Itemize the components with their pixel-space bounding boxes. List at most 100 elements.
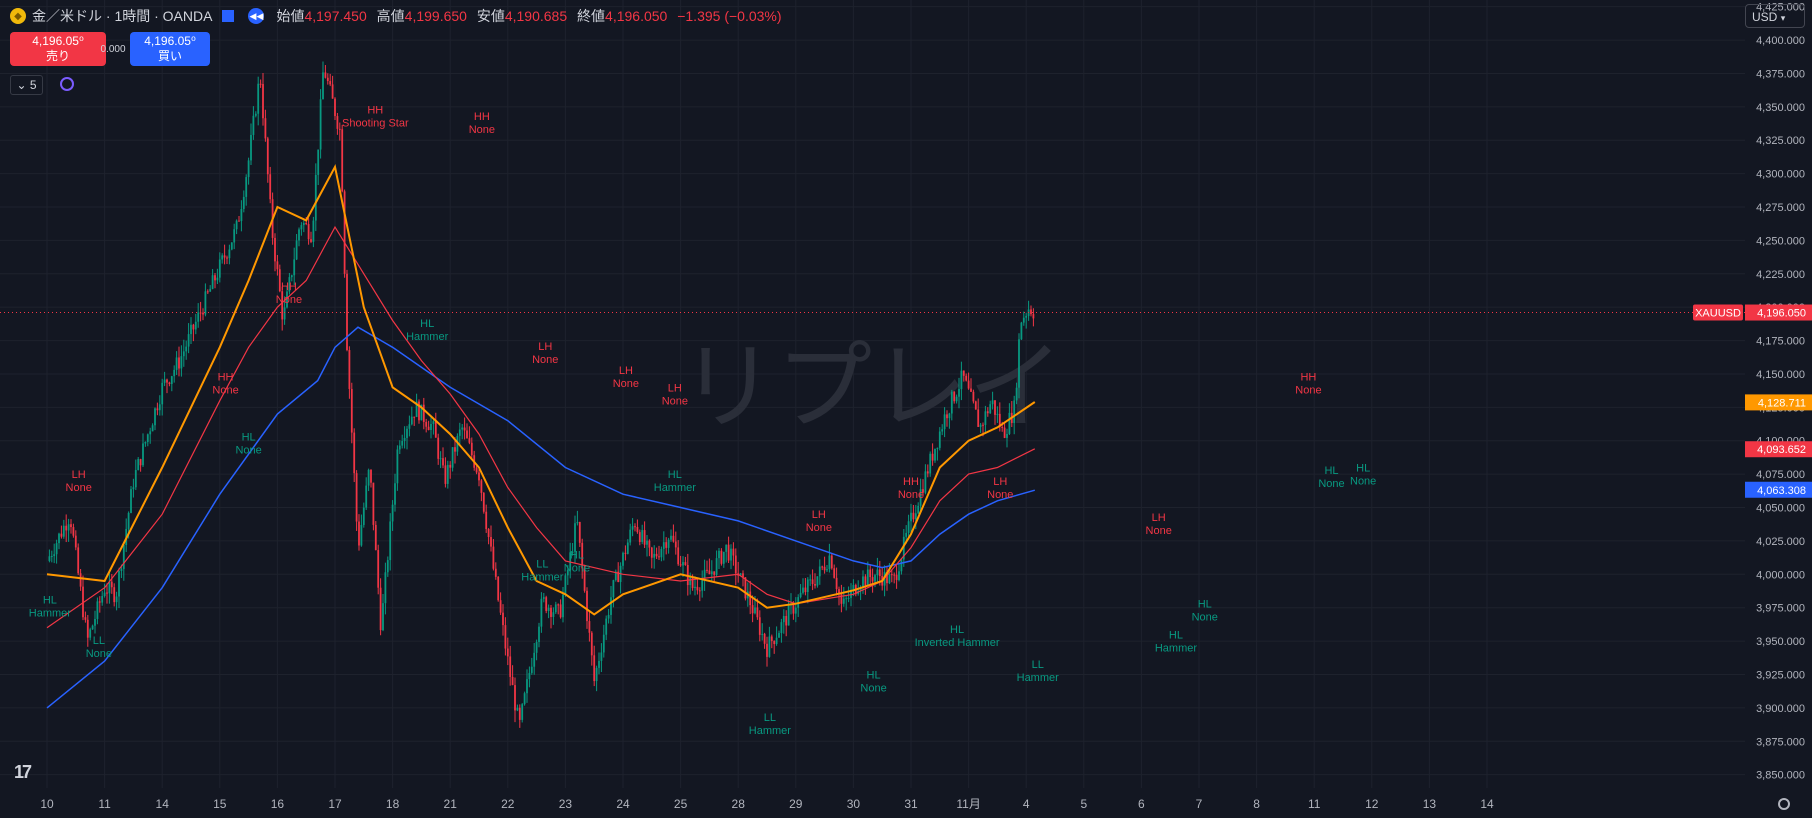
candle-body	[192, 324, 195, 330]
x-tick-label: 14	[1480, 797, 1494, 811]
replay-rewind-icon[interactable]: ◀◀	[248, 8, 265, 24]
swing-label-pattern: None	[532, 354, 558, 366]
candle-body	[646, 540, 648, 545]
tradingview-logo[interactable]: 17	[14, 762, 32, 782]
y-tick-label: 4,375.000	[1756, 68, 1805, 80]
candle-body	[410, 416, 413, 425]
candle-body	[979, 424, 982, 427]
currency-select[interactable]: USD ▾	[1745, 4, 1805, 28]
candle-body	[134, 470, 137, 488]
candle-body	[974, 401, 977, 410]
candle-body	[149, 431, 152, 435]
candle-body	[302, 222, 305, 226]
candle-body	[713, 571, 716, 575]
y-tick-label: 4,250.000	[1756, 235, 1805, 247]
y-tick-label: 4,350.000	[1756, 102, 1805, 114]
symbol-title[interactable]: 金／米ドル · 1時間 · OANDA	[32, 8, 213, 24]
candle-body	[276, 261, 279, 270]
candle-body	[82, 586, 84, 618]
candle-body	[494, 568, 497, 577]
candle-body	[749, 591, 752, 606]
swing-label-pattern: None	[987, 489, 1013, 501]
sell-button[interactable]: 4,196.05⁰ 売り	[10, 32, 106, 66]
candle-body	[307, 224, 310, 240]
candle-body	[1030, 309, 1032, 315]
candle-body	[953, 391, 956, 402]
candle-body	[322, 72, 324, 100]
settings-gear-icon[interactable]	[1778, 798, 1790, 810]
candle-body	[989, 404, 992, 414]
candle-body	[768, 636, 771, 657]
x-tick-label: 28	[732, 797, 746, 811]
candle-body	[958, 389, 960, 397]
candle-body	[950, 391, 953, 414]
ma-fast-line	[46, 163, 1036, 616]
candle-body	[326, 77, 329, 82]
candle-body	[912, 512, 915, 520]
time-axis[interactable]: 10 11 14 15 16 17 18 21 22 23 24 25 28 29 30 31 11月 4 5 6 7 8…	[40, 797, 1494, 811]
candle-body	[521, 704, 524, 720]
swing-label-pattern: None	[1295, 385, 1321, 397]
candle-body	[914, 513, 917, 520]
x-tick-label: 8	[1253, 797, 1260, 811]
candle-body	[739, 573, 742, 576]
candle-body	[362, 507, 365, 525]
candle-body	[967, 380, 970, 389]
ma-mid-line	[46, 225, 1036, 629]
candle-body	[631, 526, 634, 530]
candle-body	[761, 633, 764, 635]
y-tick-label: 4,050.000	[1756, 503, 1805, 515]
flag-icon[interactable]	[222, 10, 235, 22]
candle-body	[634, 526, 636, 528]
swing-label-type: LH	[72, 469, 86, 481]
candle-body	[886, 571, 888, 584]
candle-body	[624, 552, 627, 554]
buy-button[interactable]: 4,196.05⁰ 買い	[130, 32, 210, 66]
candle-body	[110, 581, 113, 588]
candle-body	[146, 434, 149, 442]
swing-label-pattern: None	[86, 648, 112, 660]
candle-body	[221, 255, 224, 260]
candle-body	[1001, 426, 1004, 428]
sync-icon[interactable]	[60, 77, 74, 91]
swing-label-type: HL	[668, 469, 682, 481]
indicator-count: 5	[29, 78, 37, 92]
candle-body	[413, 416, 416, 418]
candle-body	[838, 589, 840, 595]
candle-body	[754, 607, 756, 614]
candle-body	[370, 469, 372, 483]
candle-body	[562, 594, 564, 618]
candle-body	[986, 411, 989, 414]
candle-body	[223, 255, 226, 258]
candle-body	[490, 537, 492, 547]
candle-body	[994, 400, 996, 415]
swing-label-type: LH	[538, 341, 552, 353]
y-tick-label: 4,025.000	[1756, 536, 1805, 548]
candle-body	[211, 275, 214, 289]
swing-label-type: LL	[764, 712, 776, 724]
price-tag-value: 4,196.050	[1757, 308, 1806, 320]
candle-body	[943, 414, 946, 430]
candle-body	[432, 421, 435, 424]
price-tag-bg	[1745, 481, 1812, 498]
candle-body	[449, 464, 452, 468]
candle-body	[758, 617, 761, 635]
candle-body	[840, 594, 843, 604]
candle-body	[240, 208, 243, 222]
candle-body	[156, 408, 159, 411]
candle-body	[492, 546, 495, 569]
candle-body	[533, 652, 536, 667]
swing-label-type: HH	[903, 476, 919, 488]
candle-body	[434, 421, 437, 438]
candle-body	[454, 447, 456, 452]
candle-body	[869, 569, 872, 578]
symbol-header: ◆ 金／米ドル · 1時間 · OANDA ◀◀ 始値4,197.450 高値4…	[10, 6, 782, 26]
candle-body	[670, 535, 672, 540]
candle-body	[554, 604, 557, 613]
indicator-collapse-toggle[interactable]: ⌄ 5	[10, 75, 43, 95]
candle-body	[86, 619, 89, 638]
y-tick-label: 4,075.000	[1756, 469, 1805, 481]
y-tick-label: 3,900.000	[1756, 703, 1805, 715]
candle-body	[245, 177, 248, 197]
